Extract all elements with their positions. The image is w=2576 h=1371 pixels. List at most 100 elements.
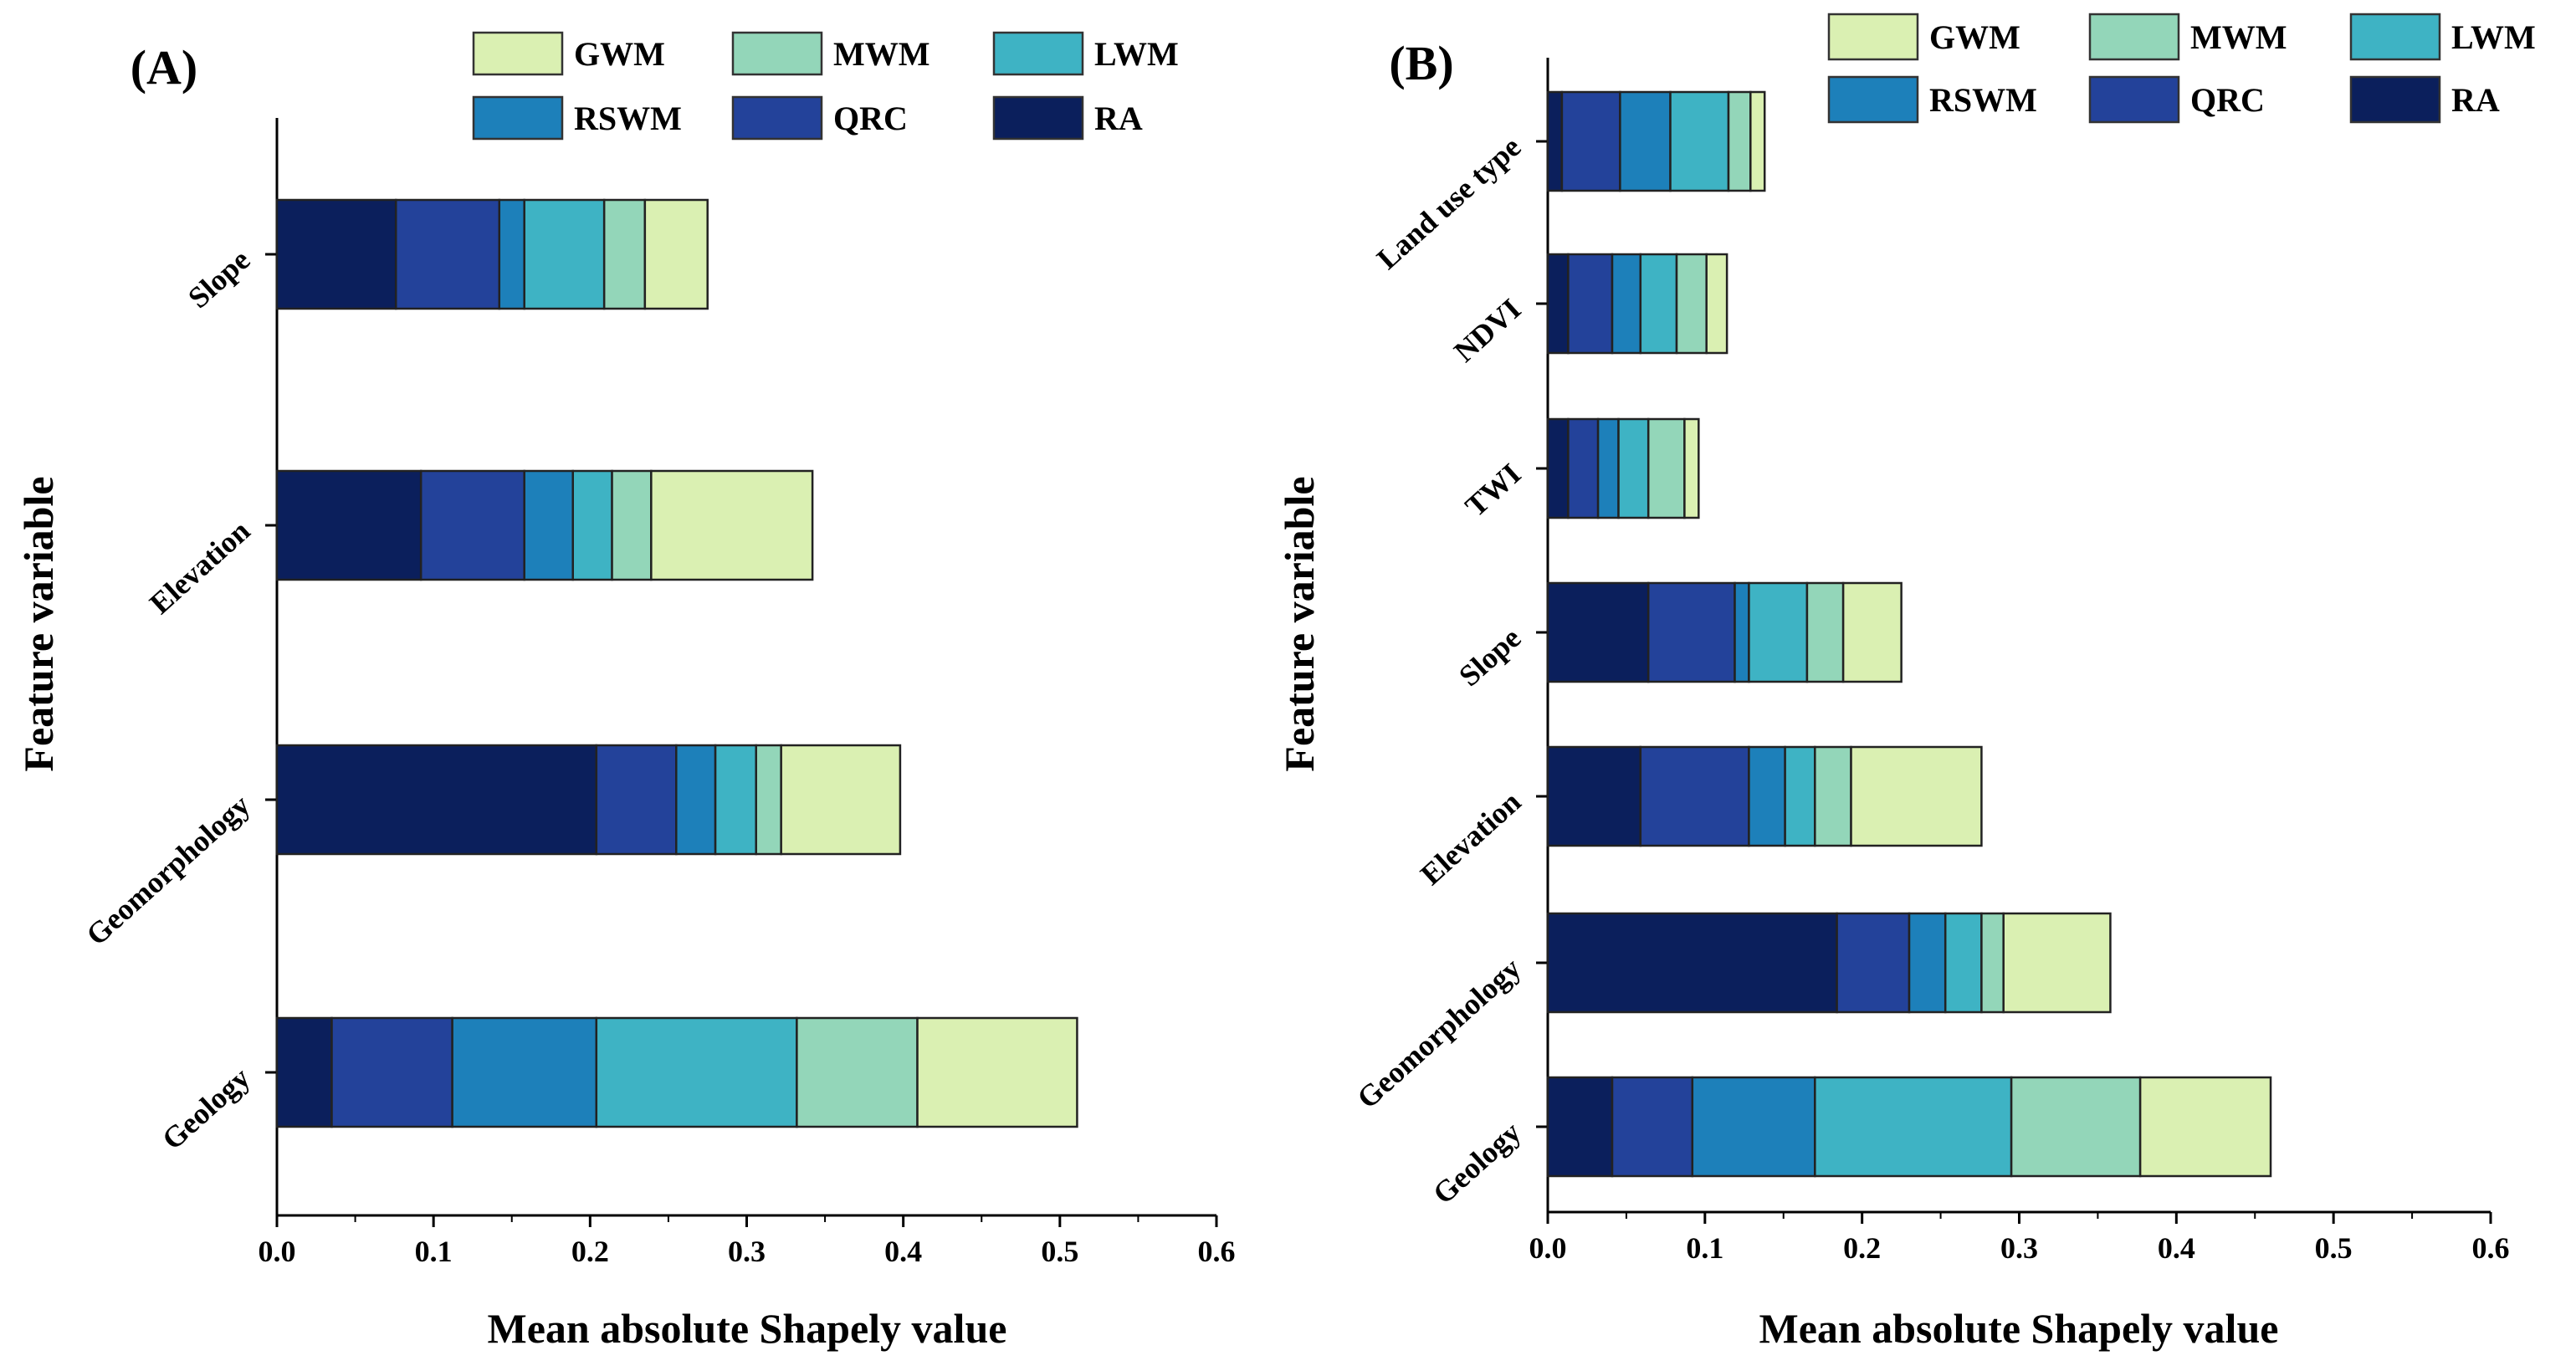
bar-segment-mwm — [1980, 912, 2005, 1014]
x-tick-label: 0.6 — [1198, 1235, 1236, 1268]
y-tick-label: Elevation — [143, 514, 256, 620]
bar-segment-ra — [275, 1016, 333, 1128]
bar-segment-mwm — [602, 198, 647, 310]
y-axis-title: Feature variable — [15, 476, 62, 771]
bar-segment-ra — [1546, 417, 1570, 519]
bar-segment-ra — [1546, 90, 1564, 192]
bar-segment-ra — [275, 198, 397, 310]
x-tick-label: 0.2 — [1843, 1231, 1881, 1265]
bar-segment-gwm — [643, 198, 709, 310]
bar-segment-gwm — [1749, 90, 1766, 192]
bar-segment-qrc — [595, 744, 678, 856]
bar-segment-ra — [1546, 581, 1650, 683]
bar-segment-ra — [275, 744, 598, 856]
bar-segment-rswm — [1691, 1076, 1816, 1178]
y-tick-label: Geomorphology — [79, 788, 256, 952]
bar-segment-lwm — [1639, 253, 1678, 355]
panel-b: (B) 0.0 0.1 0.2 0.3 0.4 0.5 0.6 Mean absolute Sh… — [1276, 13, 2536, 1352]
bar-segment-mwm — [1646, 417, 1686, 519]
bar-segment-rswm — [498, 198, 525, 310]
legend-swatch-mwm — [731, 31, 823, 76]
y-tick-label: Elevation — [1414, 785, 1527, 891]
x-tick-label: 0.3 — [728, 1235, 766, 1268]
bar-segment-qrc — [1611, 1076, 1694, 1178]
x-axis-title: Mean absolute Shapely value — [488, 1305, 1007, 1352]
y-tick-label: Slope — [1452, 621, 1527, 693]
bar-segment-ra — [1546, 912, 1838, 1014]
legend-swatch-rswm — [472, 95, 564, 141]
x-tick-label: 0.4 — [2158, 1231, 2195, 1265]
panel-a: (A) 0.0 0.1 0.2 0.3 0.4 0.5 0.6 Mean absolute Sh… — [15, 31, 1236, 1352]
bar-segment-gwm — [650, 469, 814, 581]
legend-swatch-qrc — [2088, 75, 2180, 124]
bar-segment-rswm — [675, 744, 717, 856]
legend-label-gwm: GWM — [574, 35, 665, 73]
bar-segment-lwm — [571, 469, 613, 581]
bar-segment-ra — [1546, 253, 1570, 355]
legend-label-ra: RA — [2451, 81, 2500, 119]
bar-segment-qrc — [1567, 253, 1614, 355]
bar-segment-gwm — [1841, 581, 1903, 683]
bar-segment-mwm — [1814, 745, 1852, 847]
y-tick-label: TWI — [1459, 457, 1528, 523]
bar-segment-ra — [1546, 1076, 1614, 1178]
bar-segment-mwm — [1675, 253, 1708, 355]
legend-label-rswm: RSWM — [1929, 81, 2037, 119]
x-tick-label: 0.5 — [2315, 1231, 2353, 1265]
x-tick-label: 0.1 — [1686, 1231, 1723, 1265]
bar-segment-qrc — [1639, 745, 1750, 847]
y-tick-label: Geology — [156, 1061, 256, 1156]
x-tick-label: 0.0 — [1529, 1231, 1567, 1265]
bar-segment-gwm — [1850, 745, 1983, 847]
bar-segment-qrc — [419, 469, 525, 581]
legend-swatch-ra — [2349, 75, 2441, 124]
bar-segment-mwm — [2010, 1076, 2142, 1178]
legend-swatch-mwm — [2088, 13, 2180, 61]
bar-segment-rswm — [1611, 253, 1642, 355]
y-tick-label: Slope — [182, 243, 256, 315]
x-tick-label: 0.2 — [571, 1235, 609, 1268]
legend-swatch-ra — [992, 95, 1084, 141]
bar-segment-mwm — [755, 744, 782, 856]
x-tick-label: 0.4 — [884, 1235, 922, 1268]
bar-segment-gwm — [1705, 253, 1728, 355]
bar-segment-qrc — [1836, 912, 1911, 1014]
bar-segment-rswm — [1748, 745, 1786, 847]
bar-segment-gwm — [916, 1016, 1078, 1128]
bar-segment-ra — [1546, 745, 1642, 847]
legend-label-ra: RA — [1094, 100, 1143, 137]
legend-label-qrc: QRC — [2190, 81, 2265, 119]
legend-swatch-qrc — [731, 95, 823, 141]
bar-segment-gwm — [780, 744, 902, 856]
legend-label-lwm: LWM — [1094, 35, 1179, 73]
y-axis-title: Feature variable — [1276, 476, 1323, 771]
x-tick-label: 0.0 — [259, 1235, 296, 1268]
bar-segment-qrc — [1560, 90, 1621, 192]
x-tick-label: 0.3 — [2000, 1231, 2038, 1265]
bar-segment-lwm — [1617, 417, 1650, 519]
y-tick-label: Geology — [1426, 1115, 1527, 1210]
legend-label-mwm: MWM — [833, 35, 930, 73]
legend-swatch-lwm — [2349, 13, 2441, 61]
bar-segment-qrc — [330, 1016, 453, 1128]
bar-segment-lwm — [1748, 581, 1809, 683]
bar-segment-rswm — [1596, 417, 1620, 519]
x-tick-label: 0.5 — [1041, 1235, 1078, 1268]
bar-segment-ra — [275, 469, 423, 581]
bar-segment-qrc — [1567, 417, 1600, 519]
bar-segment-rswm — [523, 469, 574, 581]
bar-segment-rswm — [451, 1016, 598, 1128]
y-tick-label: Geomorphology — [1350, 951, 1527, 1115]
legend-swatch-lwm — [992, 31, 1084, 76]
legend-swatch-gwm — [1827, 13, 1919, 61]
x-tick-label: 0.1 — [415, 1235, 453, 1268]
bar-segment-rswm — [1734, 581, 1750, 683]
bar-segment-lwm — [1814, 1076, 2013, 1178]
legend-label-qrc: QRC — [833, 100, 908, 137]
y-tick-label: Land use type — [1370, 130, 1527, 275]
bar-segment-gwm — [2002, 912, 2112, 1014]
bar-segment-mwm — [796, 1016, 919, 1128]
x-tick-label: 0.6 — [2472, 1231, 2510, 1265]
legend-swatch-gwm — [472, 31, 564, 76]
